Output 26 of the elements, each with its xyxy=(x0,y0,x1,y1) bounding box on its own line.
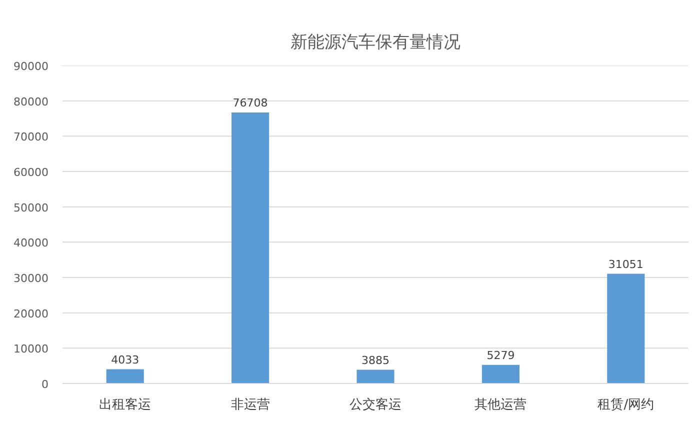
bar xyxy=(106,369,144,384)
bar xyxy=(356,370,394,384)
data-label: 76708 xyxy=(232,96,268,110)
y-tick-label: 70000 xyxy=(14,130,49,144)
y-tick-label: 40000 xyxy=(14,236,49,250)
data-label: 4033 xyxy=(111,353,140,366)
bar xyxy=(482,364,520,384)
y-tick-label: 80000 xyxy=(14,95,49,108)
x-tick-label: 出租客运 xyxy=(99,396,152,412)
data-label: 31051 xyxy=(608,258,644,271)
y-tick-label: 0 xyxy=(42,378,48,391)
y-tick-label: 30000 xyxy=(14,272,49,285)
y-tick-label: 50000 xyxy=(14,201,49,214)
y-tick-label: 60000 xyxy=(14,166,49,179)
y-tick-label: 90000 xyxy=(14,60,49,73)
y-tick-label: 10000 xyxy=(14,342,49,356)
x-tick-label: 租赁/网约 xyxy=(598,398,654,412)
x-tick-label: 其他运营 xyxy=(474,398,527,412)
x-tick-label: 公交客运 xyxy=(350,396,402,412)
data-label: 3885 xyxy=(362,354,390,367)
x-tick-label: 非运营 xyxy=(230,398,270,412)
bar xyxy=(232,112,270,384)
bar xyxy=(607,274,645,384)
chart-title: 新能源汽车保有量情况 xyxy=(290,32,460,52)
data-label: 5279 xyxy=(486,348,515,362)
y-tick-label: 20000 xyxy=(14,307,49,320)
